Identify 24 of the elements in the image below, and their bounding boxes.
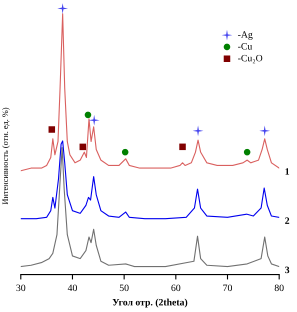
- point: [122, 148, 128, 156]
- point: [84, 112, 92, 118]
- x-tick-label: 70: [223, 284, 232, 292]
- point: [259, 125, 270, 136]
- x-axis-title: Угол отр. (2theta): [112, 298, 188, 308]
- point: [80, 144, 86, 150]
- x-tick-label: 80: [274, 284, 284, 292]
- point: [48, 126, 56, 133]
- point: [179, 144, 186, 150]
- x-tick-label: 40: [68, 284, 77, 292]
- series-label: 2: [285, 217, 290, 224]
- legend-label: -Cu₂O: [238, 54, 262, 64]
- legend-label: -Ag: [238, 31, 253, 40]
- point: [88, 114, 100, 126]
- point: [192, 125, 204, 136]
- x-tick-label: 60: [171, 284, 180, 292]
- x-tick-label: 50: [120, 284, 129, 292]
- point: [57, 3, 68, 14]
- point: [244, 148, 250, 156]
- legend-label: -Cu: [238, 43, 252, 50]
- series-label: 1: [286, 168, 290, 175]
- series-label: 3: [285, 266, 290, 274]
- y-axis-title: Интенсивность (отн. ед. %): [2, 108, 10, 204]
- x-tick-label: 30: [16, 284, 26, 292]
